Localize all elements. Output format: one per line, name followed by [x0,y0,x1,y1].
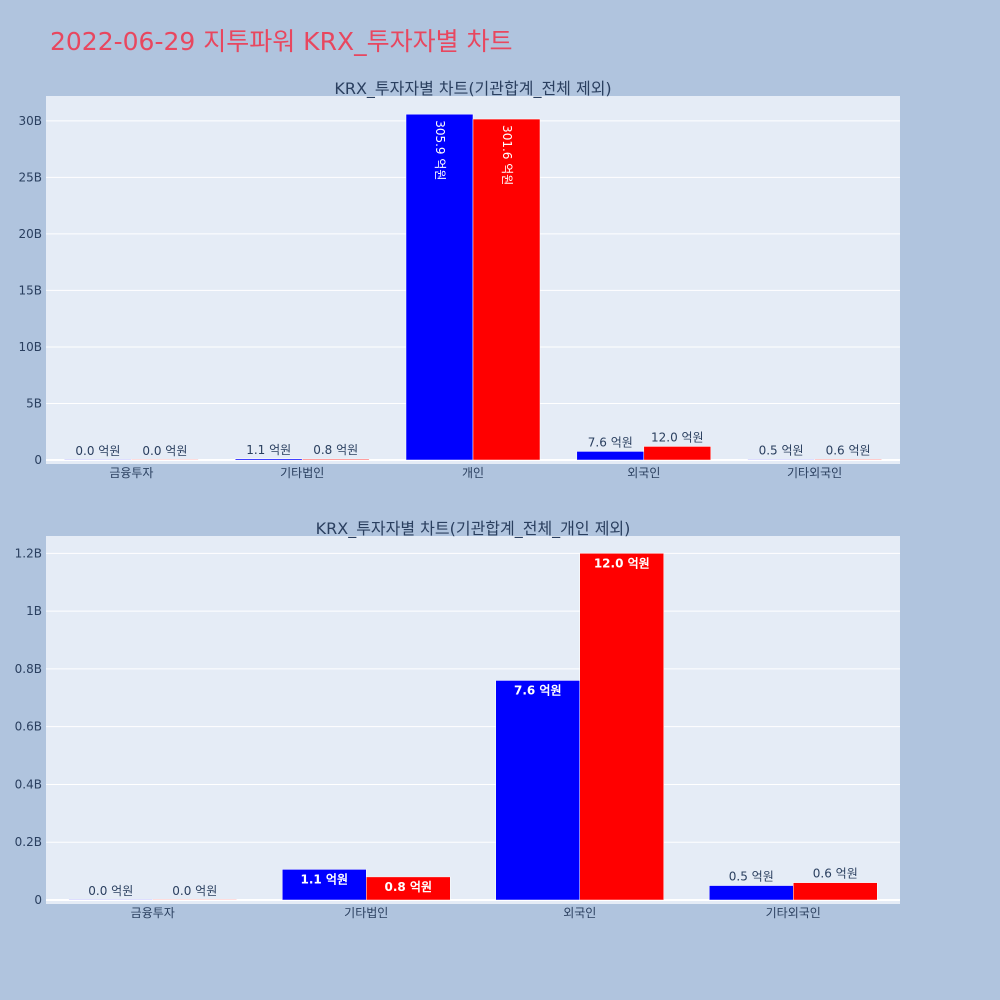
y-tick-label: 0.4B [15,777,42,791]
y-tick-label: 20B [18,227,42,241]
y-tick-label: 1.2B [15,546,42,560]
bar [282,869,367,901]
x-tick-label: 기타법인 [344,906,388,920]
data-label: 12.0 억원 [651,430,704,444]
y-tick-label: 0 [34,453,42,467]
bar [709,885,794,901]
x-tick-label: 금융투자 [131,906,175,920]
bar [301,458,370,461]
data-label: 0.6 억원 [813,867,858,881]
y-tick-label: 0.2B [15,835,42,849]
chart-title: KRX_투자자별 차트(기관합계_전체 제외) [334,79,611,99]
y-tick-label: 30B [18,114,42,128]
y-tick-label: 1B [26,604,42,618]
data-label: 0.5 억원 [729,870,774,884]
bar [579,553,664,901]
data-label: 0.0 억원 [172,884,217,898]
data-label: 305.9 억원 [433,120,447,180]
data-label: 0.0 억원 [142,444,187,458]
bar [131,459,199,461]
bar [814,459,882,461]
bar [576,451,645,461]
chart-1: 0 5B 10B 15B 20B 25B 30B KRX_투자자별 차트(기관합계_전체 제외… [18,79,900,480]
bar [472,118,541,461]
data-label: 7.6 억원 [588,435,633,449]
data-label: 0.5 억원 [759,443,804,457]
bar [747,459,815,461]
bar [495,680,580,901]
x-tick-label: 기타외국인 [787,466,842,480]
y-tick-label: 0 [34,893,42,907]
chart-2: 0 0.2B 0.4B 0.6B 0.8B 1B 1.2B KRX_투자자별 차트(기관합계_… [15,519,900,920]
data-label: 0.8 억원 [313,443,358,457]
x-tick-label: 외국인 [563,906,596,920]
bar [643,446,712,461]
data-label: 0.6 억원 [826,443,871,457]
y-tick-label: 5B [26,396,42,410]
page-title: 2022-06-29 지투파워 KRX_투자자별 차트 [50,27,513,56]
data-label: 301.6 억원 [500,125,514,185]
y-tick-label: 0.6B [15,720,42,734]
data-label: 0.0 억원 [88,884,133,898]
bar [405,113,474,461]
bar [366,876,451,901]
data-label: 1.1 억원 [300,872,348,886]
y-tick-label: 10B [18,340,42,354]
bar [234,458,303,461]
y-tick-label: 25B [18,170,42,184]
bar [793,882,878,901]
chart-title: KRX_투자자별 차트(기관합계_전체_개인 제외) [316,519,631,539]
bar [68,899,153,901]
bar [64,459,132,461]
data-label: 7.6 억원 [514,683,562,697]
x-tick-label: 기타외국인 [766,906,821,920]
bar [152,899,237,901]
data-label: 1.1 억원 [246,443,291,457]
y-tick-label: 15B [18,283,42,297]
x-tick-label: 금융투자 [109,466,153,480]
x-tick-label: 기타법인 [280,466,324,480]
data-label: 0.8 억원 [384,880,432,894]
data-label: 12.0 억원 [594,556,650,570]
x-tick-label: 외국인 [627,466,660,480]
data-label: 0.0 억원 [75,444,120,458]
plot-area [46,536,900,904]
x-tick-label: 개인 [462,466,484,480]
y-tick-label: 0.8B [15,662,42,676]
